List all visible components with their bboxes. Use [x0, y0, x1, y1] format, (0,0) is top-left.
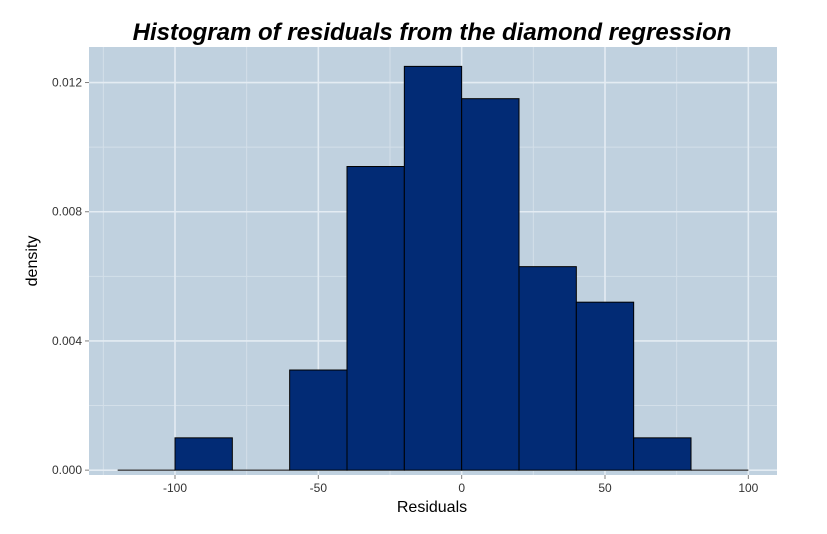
histogram-bar: [174, 437, 233, 471]
histogram-bar: [518, 266, 577, 471]
histogram-bar: [403, 65, 463, 471]
histogram-bar: [461, 98, 520, 471]
x-axis-ticks: -100 -50 0 50 100: [163, 475, 759, 495]
histogram-bar: [575, 301, 635, 471]
chart-title: Histogram of residuals from the diamond …: [133, 19, 732, 46]
x-tick-label: 100: [738, 481, 758, 495]
x-tick-label: 0: [458, 481, 465, 495]
x-axis-label: Residuals: [397, 499, 467, 516]
y-tick-label: 0.004: [52, 334, 82, 348]
x-tick-label: -50: [310, 481, 328, 495]
y-tick-label: 0.012: [52, 76, 82, 90]
histogram-bar: [346, 166, 405, 471]
y-axis-ticks: 0.000 0.004 0.008 0.012: [52, 76, 89, 477]
y-tick-label: 0.000: [52, 463, 82, 477]
histogram-bars: [117, 65, 749, 471]
histogram-bar: [633, 437, 692, 471]
histogram-bar: [289, 369, 348, 471]
x-tick-label: 50: [598, 481, 612, 495]
y-axis-label: density: [24, 236, 41, 287]
y-tick-label: 0.008: [52, 205, 82, 219]
x-tick-label: -100: [163, 481, 187, 495]
